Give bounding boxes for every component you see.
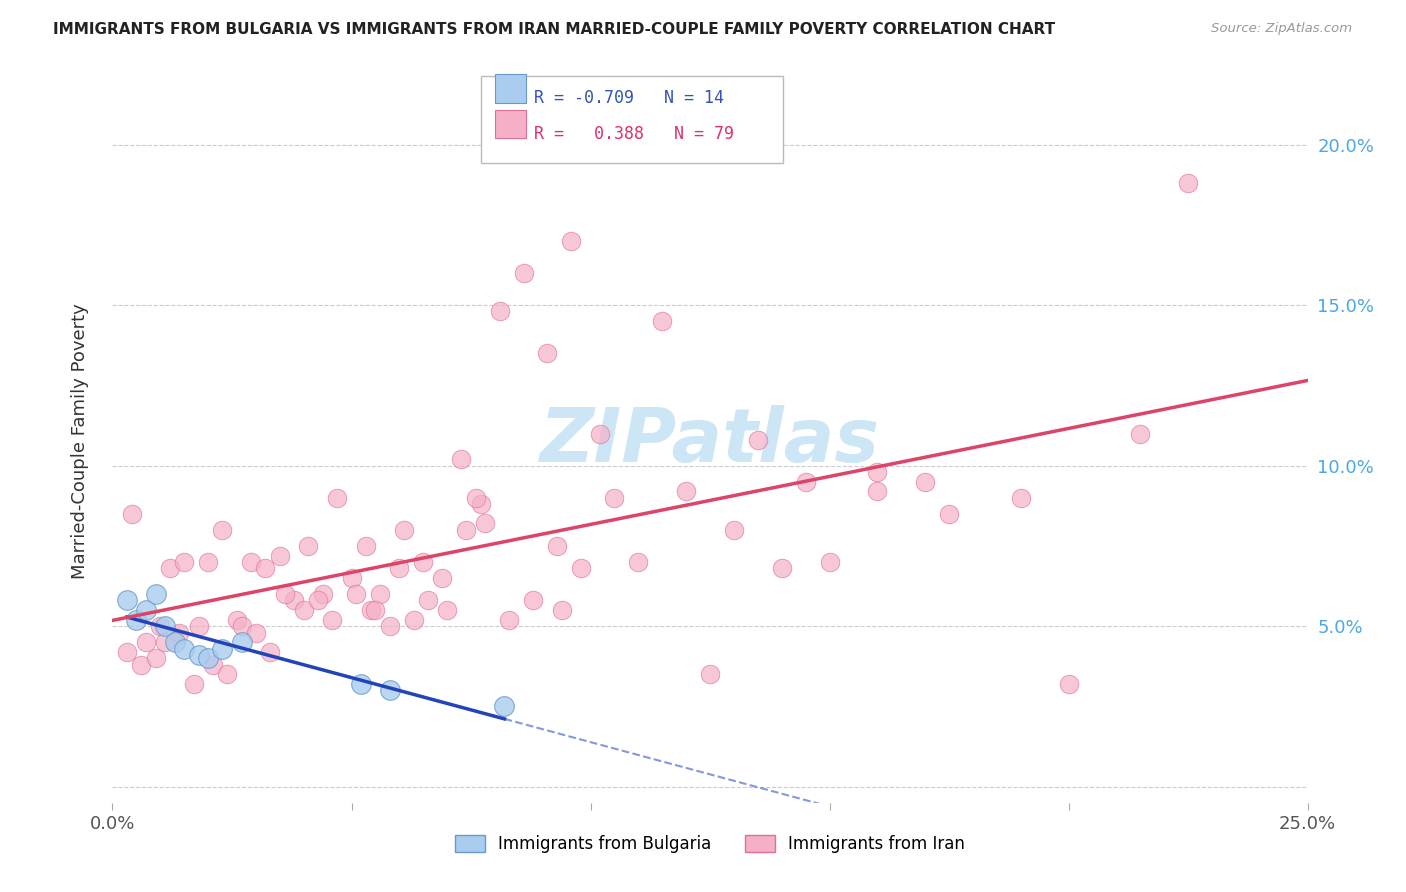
Point bbox=[512, 266, 534, 280]
Point bbox=[392, 523, 415, 537]
Point bbox=[121, 507, 143, 521]
Point bbox=[1129, 426, 1152, 441]
Point bbox=[378, 683, 401, 698]
Point bbox=[603, 491, 626, 505]
Point bbox=[283, 593, 305, 607]
Point bbox=[297, 539, 319, 553]
Point bbox=[747, 433, 769, 447]
Point bbox=[211, 523, 233, 537]
Point bbox=[488, 304, 510, 318]
Point bbox=[129, 657, 152, 672]
Point bbox=[388, 561, 411, 575]
Point bbox=[560, 234, 582, 248]
Point bbox=[125, 613, 148, 627]
Point bbox=[245, 625, 267, 640]
Point bbox=[273, 587, 295, 601]
Point bbox=[474, 516, 496, 531]
Point bbox=[402, 613, 425, 627]
Point bbox=[307, 593, 329, 607]
Point bbox=[866, 465, 889, 479]
Point bbox=[416, 593, 439, 607]
Point bbox=[464, 491, 486, 505]
Point bbox=[197, 555, 219, 569]
Point bbox=[187, 648, 209, 662]
Point bbox=[350, 677, 373, 691]
Point bbox=[326, 491, 349, 505]
Point bbox=[378, 619, 401, 633]
Point bbox=[699, 667, 721, 681]
Point bbox=[231, 619, 253, 633]
Point bbox=[169, 625, 191, 640]
Point bbox=[866, 484, 889, 499]
Point bbox=[536, 346, 558, 360]
Point bbox=[1010, 491, 1032, 505]
Point bbox=[627, 555, 650, 569]
Point bbox=[794, 475, 817, 489]
Point bbox=[360, 603, 382, 617]
Point bbox=[546, 539, 568, 553]
Point bbox=[153, 619, 176, 633]
Point bbox=[312, 587, 335, 601]
Point bbox=[675, 484, 697, 499]
Point bbox=[818, 555, 841, 569]
Point bbox=[340, 571, 363, 585]
Point bbox=[436, 603, 458, 617]
Point bbox=[1177, 176, 1199, 190]
Point bbox=[470, 497, 492, 511]
Point bbox=[938, 507, 960, 521]
Point bbox=[412, 555, 434, 569]
Point bbox=[494, 699, 516, 714]
Point bbox=[254, 561, 277, 575]
Point bbox=[145, 651, 167, 665]
Y-axis label: Married-Couple Family Poverty: Married-Couple Family Poverty bbox=[70, 303, 89, 580]
Point bbox=[231, 635, 253, 649]
Point bbox=[197, 651, 219, 665]
Point bbox=[723, 523, 745, 537]
Point bbox=[770, 561, 793, 575]
Point bbox=[259, 645, 281, 659]
Point bbox=[551, 603, 574, 617]
Point bbox=[651, 314, 673, 328]
Point bbox=[135, 635, 157, 649]
Point bbox=[364, 603, 387, 617]
Point bbox=[321, 613, 343, 627]
Point bbox=[344, 587, 367, 601]
Point bbox=[115, 645, 138, 659]
Text: ZIPatlas: ZIPatlas bbox=[540, 405, 880, 478]
Point bbox=[432, 571, 454, 585]
Point bbox=[173, 641, 195, 656]
Point bbox=[135, 603, 157, 617]
Point bbox=[1057, 677, 1080, 691]
Point bbox=[450, 452, 472, 467]
Point bbox=[201, 657, 224, 672]
Point bbox=[145, 587, 167, 601]
Point bbox=[183, 677, 205, 691]
Point bbox=[914, 475, 936, 489]
Point bbox=[240, 555, 263, 569]
Point bbox=[292, 603, 315, 617]
Point bbox=[159, 561, 181, 575]
Point bbox=[498, 613, 520, 627]
Point bbox=[163, 635, 186, 649]
Point bbox=[211, 641, 233, 656]
Point bbox=[589, 426, 612, 441]
Point bbox=[569, 561, 592, 575]
Point bbox=[456, 523, 478, 537]
Point bbox=[173, 555, 195, 569]
Text: IMMIGRANTS FROM BULGARIA VS IMMIGRANTS FROM IRAN MARRIED-COUPLE FAMILY POVERTY C: IMMIGRANTS FROM BULGARIA VS IMMIGRANTS F… bbox=[53, 22, 1056, 37]
Text: R = -0.709   N = 14: R = -0.709 N = 14 bbox=[534, 89, 724, 107]
Point bbox=[269, 549, 291, 563]
Text: R =   0.388   N = 79: R = 0.388 N = 79 bbox=[534, 125, 734, 143]
Legend: Immigrants from Bulgaria, Immigrants from Iran: Immigrants from Bulgaria, Immigrants fro… bbox=[449, 828, 972, 860]
Point bbox=[153, 635, 176, 649]
Point bbox=[187, 619, 209, 633]
Point bbox=[217, 667, 239, 681]
Point bbox=[368, 587, 391, 601]
Text: Source: ZipAtlas.com: Source: ZipAtlas.com bbox=[1212, 22, 1353, 36]
Point bbox=[522, 593, 544, 607]
Point bbox=[354, 539, 377, 553]
Point bbox=[225, 613, 247, 627]
Point bbox=[149, 619, 172, 633]
Point bbox=[115, 593, 138, 607]
